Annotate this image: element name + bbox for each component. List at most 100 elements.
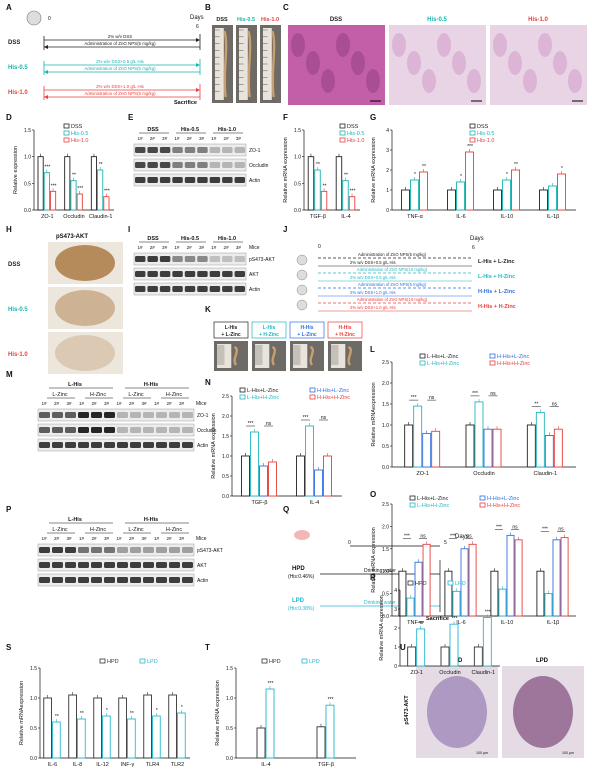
sig-label: * (156, 708, 158, 714)
lpd-sub-label: (His:0.38%) (288, 606, 314, 612)
sig-label: * (106, 708, 108, 714)
legend-label: H-His+H-Zinc (497, 361, 530, 367)
legend-label: L-His+H-Zinc (247, 395, 279, 401)
band (156, 547, 167, 553)
y-tick-label: 0.0 (382, 614, 389, 620)
mouse-icon (296, 269, 308, 281)
band (143, 412, 154, 418)
panel-letter-j: J (283, 225, 287, 234)
lane-label-7: 2# (129, 401, 135, 406)
blot-group-1: His-0.5 (181, 127, 199, 133)
day-5-label: 5 (444, 540, 447, 546)
panel-letter-d: D (6, 113, 12, 122)
y-tick-label: 1.5 (222, 434, 229, 440)
band (130, 547, 141, 553)
bar (553, 428, 563, 468)
band (143, 442, 154, 448)
bar (265, 688, 275, 759)
band (65, 547, 76, 553)
bar (536, 570, 545, 617)
y-tick-label: 4 (394, 588, 397, 594)
crypt (407, 51, 421, 75)
lane-label-1: 2# (54, 401, 60, 406)
scale-label-0: 100 μm (476, 751, 488, 755)
legend-label: H-His+H-Zinc (317, 395, 350, 401)
chart-o: 0.0 0.5 1.0 1.5 2.0 2.5 Relative mRNA expressi… (371, 495, 576, 626)
y-tick-label: 3 (394, 607, 397, 613)
hpd-label: HPD (292, 566, 305, 572)
category-label-1: IL-8 (73, 762, 82, 768)
y-tick-label: 0.0 (24, 208, 31, 214)
mice-label: Mice (196, 536, 207, 542)
days-label: Days (455, 534, 469, 540)
y-tick-label: 2.5 (382, 502, 389, 508)
crypt (422, 69, 436, 93)
y-tick-label: 1.0 (382, 569, 389, 575)
bar (256, 727, 266, 759)
panel-letter-o: O (370, 490, 376, 499)
crypt (452, 51, 466, 75)
lane-label-11: 3# (179, 536, 185, 541)
panel-letter-m: M (6, 370, 13, 379)
sacrifice-label: Sacrifice (426, 616, 449, 622)
panel-letter-n: N (205, 378, 211, 387)
crypt (523, 69, 537, 93)
lane-label-5: 3# (104, 401, 110, 406)
chart-n: 0.0 0.5 1.0 1.5 2.0 2.5 Relative mRNA expressi… (211, 387, 350, 506)
bar (544, 593, 553, 617)
lane-label-5: 3# (199, 136, 205, 141)
y-tick-label: 0.0 (382, 465, 389, 471)
band (52, 412, 63, 418)
lane-label-4: 2# (91, 536, 97, 541)
lane-label-2: 3# (162, 245, 168, 250)
category-label-4: TLR4 (146, 762, 159, 768)
legend-label: LPD (455, 581, 466, 587)
bar (535, 411, 545, 468)
y-tick-label: 3 (386, 148, 389, 154)
panelM-blot-label-2: Actin (197, 443, 208, 449)
band (169, 412, 180, 418)
bar (320, 190, 328, 211)
category-label-3: INF-γ (121, 762, 135, 768)
colon-tissue (247, 30, 252, 98)
bar (43, 697, 52, 759)
lane-label-1: 2# (150, 245, 156, 250)
lpd-water-label: Drinking water (364, 600, 396, 606)
band (209, 286, 221, 292)
crypt (321, 69, 335, 93)
k-label-box-0 (213, 321, 249, 339)
y-tick-label: 1.5 (30, 666, 37, 672)
band (135, 147, 146, 153)
category-label-1: IL-6 (456, 214, 465, 220)
category-label-0: TNF-α (407, 620, 424, 626)
panel-letter-u: U (400, 643, 406, 652)
y-tick-label: 2.0 (222, 414, 229, 420)
ihc-ylabel: pS473-AKT (404, 695, 410, 725)
sig-label: ** (316, 162, 320, 168)
band (234, 271, 245, 277)
sig-label: ** (344, 173, 348, 179)
bar (70, 180, 77, 211)
legend-label: HPD (269, 659, 281, 665)
day-6-label: 6 (196, 24, 199, 30)
band (197, 147, 208, 153)
band (172, 162, 183, 168)
band (78, 442, 89, 448)
legend-swatch (409, 502, 416, 508)
band (234, 162, 245, 168)
top-label-1: H-His (144, 517, 158, 523)
band (159, 271, 171, 277)
panel-letter-k: K (205, 305, 211, 314)
legend-swatch (339, 123, 346, 129)
lane-label-8: 3# (236, 136, 242, 141)
legend-swatch (479, 502, 486, 508)
band (159, 162, 171, 168)
crypt (538, 33, 552, 57)
legend-swatch (309, 387, 316, 393)
band (222, 177, 233, 183)
sig-label: ns (490, 391, 496, 397)
band (130, 562, 141, 568)
category-label-0: ZO-1 (41, 214, 54, 220)
legend-label: HPD (415, 581, 427, 587)
legend-label: L-His+L-Zinc (417, 496, 449, 502)
